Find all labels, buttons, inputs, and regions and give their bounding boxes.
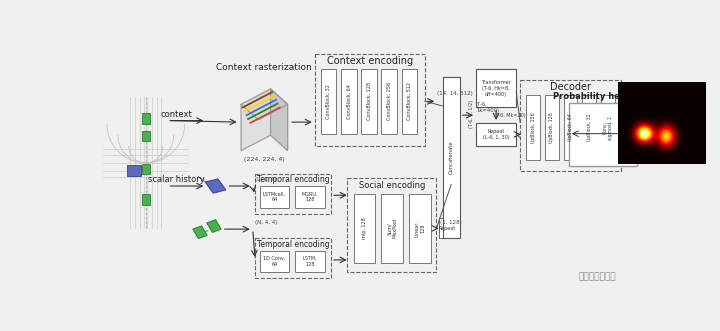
Text: Temporal encoding: Temporal encoding — [257, 240, 329, 249]
Text: ConvBlock, 512: ConvBlock, 512 — [407, 82, 412, 120]
Polygon shape — [193, 226, 207, 238]
Text: UpBlock, 128: UpBlock, 128 — [549, 112, 554, 143]
Text: Concatenate: Concatenate — [449, 141, 454, 174]
FancyBboxPatch shape — [260, 186, 289, 208]
FancyBboxPatch shape — [321, 69, 336, 134]
Text: Temporal encoding: Temporal encoding — [257, 175, 329, 184]
FancyBboxPatch shape — [142, 113, 150, 124]
Polygon shape — [241, 89, 287, 120]
FancyBboxPatch shape — [354, 194, 375, 263]
Text: (14, 14, 512): (14, 14, 512) — [437, 91, 473, 96]
FancyBboxPatch shape — [382, 69, 397, 134]
Text: context: context — [161, 110, 193, 119]
Text: mlp, 128: mlp, 128 — [362, 217, 367, 239]
FancyBboxPatch shape — [600, 95, 615, 160]
FancyBboxPatch shape — [476, 69, 516, 108]
FancyBboxPatch shape — [142, 131, 150, 141]
FancyBboxPatch shape — [438, 218, 456, 238]
FancyBboxPatch shape — [402, 69, 417, 134]
Text: 1D Conv,
64: 1D Conv, 64 — [264, 256, 286, 267]
Text: (224,
224, 1): (224, 224, 1) — [627, 122, 644, 133]
Text: Transformer
(T-6, Hk=8,
dff=400): Transformer (T-6, Hk=8, dff=400) — [481, 80, 511, 97]
FancyBboxPatch shape — [142, 164, 150, 174]
FancyBboxPatch shape — [142, 195, 150, 205]
FancyBboxPatch shape — [569, 103, 637, 166]
Text: Sum/
MaxPool: Sum/ MaxPool — [387, 218, 397, 239]
FancyBboxPatch shape — [295, 186, 325, 208]
Text: LSTM,
128: LSTM, 128 — [303, 256, 318, 267]
Text: UpBlock, 256: UpBlock, 256 — [531, 112, 536, 143]
Text: UpBlock, 64: UpBlock, 64 — [568, 114, 573, 141]
FancyBboxPatch shape — [526, 95, 540, 160]
FancyBboxPatch shape — [382, 194, 403, 263]
Polygon shape — [207, 220, 221, 232]
Polygon shape — [271, 89, 287, 151]
FancyBboxPatch shape — [443, 77, 459, 238]
FancyBboxPatch shape — [361, 69, 377, 134]
Text: (224,
224, 1): (224, 224, 1) — [629, 113, 648, 124]
Text: UpBlock, 32: UpBlock, 32 — [587, 114, 592, 141]
Text: Context rasterization: Context rasterization — [217, 63, 312, 72]
FancyBboxPatch shape — [409, 194, 431, 263]
Text: ConvBlock, 128: ConvBlock, 128 — [366, 82, 372, 120]
Polygon shape — [205, 179, 225, 193]
Text: (L, 1, 4): (L, 1, 4) — [255, 177, 276, 182]
FancyBboxPatch shape — [545, 95, 559, 160]
Text: ConvBlock, 32: ConvBlock, 32 — [326, 84, 331, 119]
FancyBboxPatch shape — [564, 95, 577, 160]
Text: 自动驾驶中文网: 自动驾驶中文网 — [579, 272, 616, 281]
Text: Conv,
sigmoid, 1: Conv, sigmoid, 1 — [603, 116, 613, 139]
FancyBboxPatch shape — [582, 95, 596, 160]
Text: (T-6, 1, 1/2): (T-6, 1, 1/2) — [469, 100, 474, 128]
Text: Repeat
(L-6, 1, 30): Repeat (L-6, 1, 30) — [483, 129, 510, 140]
Text: scalar history: scalar history — [148, 175, 205, 184]
Text: Social encoding: Social encoding — [359, 181, 425, 190]
Text: (N, 4, 4): (N, 4, 4) — [255, 220, 277, 225]
Text: Decoder: Decoder — [550, 82, 591, 92]
Polygon shape — [241, 89, 271, 151]
Text: (T-6,
1k=400): (T-6, 1k=400) — [476, 102, 499, 113]
Text: (224, 224, 4): (224, 224, 4) — [244, 157, 284, 162]
Text: ConvBlock, 64: ConvBlock, 64 — [346, 84, 351, 119]
Text: Context encoding: Context encoding — [327, 56, 413, 66]
FancyBboxPatch shape — [476, 123, 516, 146]
Text: Repeat: Repeat — [438, 226, 456, 231]
FancyBboxPatch shape — [260, 251, 289, 272]
Text: (1, 128): (1, 128) — [441, 220, 462, 225]
Text: Linear,
128: Linear, 128 — [415, 220, 426, 237]
Text: LSTMcell,
64: LSTMcell, 64 — [263, 191, 286, 202]
Text: MGRU,
128: MGRU, 128 — [302, 191, 318, 202]
Text: Probability heat map: Probability heat map — [553, 92, 653, 101]
FancyBboxPatch shape — [295, 251, 325, 272]
FancyBboxPatch shape — [127, 165, 141, 176]
Text: ConvBlock, 256: ConvBlock, 256 — [387, 82, 392, 120]
Text: (T-6, Mk=20): (T-6, Mk=20) — [494, 113, 526, 118]
FancyBboxPatch shape — [341, 69, 356, 134]
